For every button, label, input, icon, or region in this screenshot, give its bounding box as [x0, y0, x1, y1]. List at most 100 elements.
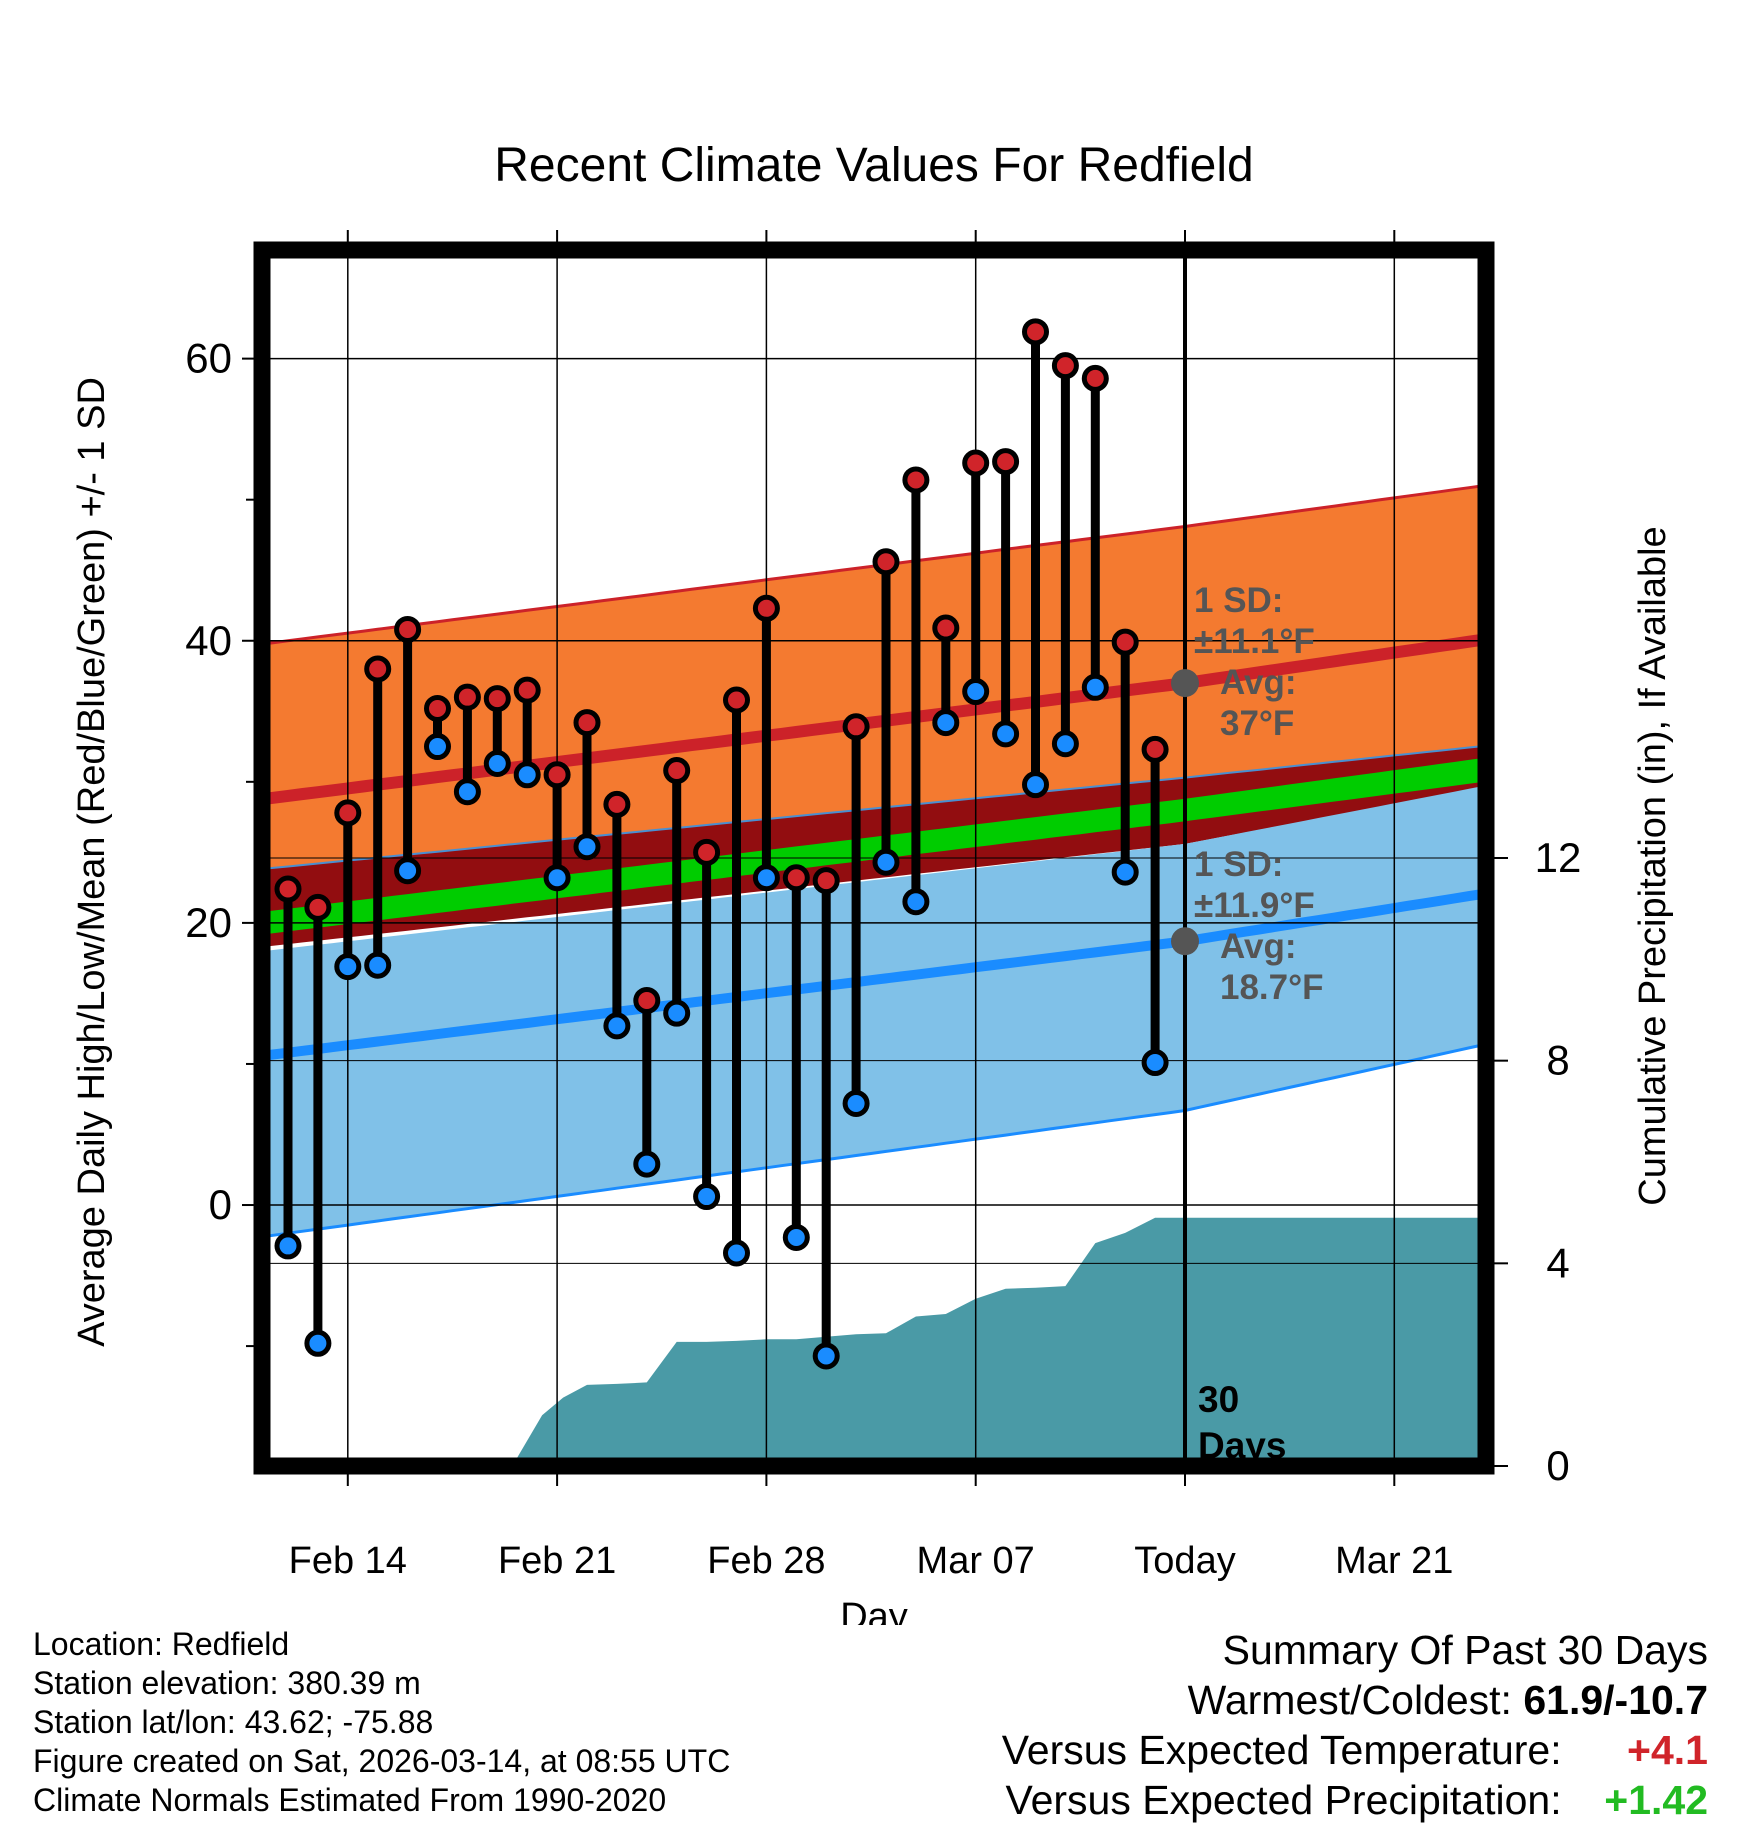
high-point — [603, 790, 631, 818]
daily-values — [274, 318, 1169, 1370]
axes: 30 Days Feb 14 Feb 21 Feb 28 Mar 07 Today Mar 2… — [71, 230, 1674, 1625]
x-tick-label: Mar 21 — [1335, 1540, 1453, 1582]
low-point — [513, 761, 541, 789]
high-point — [543, 761, 571, 789]
normals-text: Climate Normals Estimated From 1990-2020 — [33, 1782, 667, 1818]
low-point — [274, 1232, 302, 1260]
warm-cold-value: 61.9/-10.7 — [1523, 1677, 1708, 1723]
station-info: Location: Redfield Station elevation: 38… — [33, 1625, 730, 1820]
low-avg-marker — [1171, 927, 1199, 956]
high-point — [752, 594, 780, 622]
low-point — [1141, 1049, 1169, 1077]
mean-line-band — [260, 757, 1489, 935]
warm-cold-row: Warmest/Coldest: 61.9/-10.7 — [1002, 1675, 1708, 1725]
high-point — [394, 615, 422, 643]
chart-title: Recent Climate Values For Redfield — [494, 139, 1253, 192]
low-point — [334, 953, 362, 981]
low-point — [962, 678, 990, 706]
low-point — [812, 1342, 840, 1370]
high-point — [573, 709, 601, 737]
high-point — [304, 893, 332, 921]
high-sd-note-line-3: Avg: — [1220, 663, 1296, 702]
high-point — [274, 875, 302, 903]
y-axis-label: Average Daily High/Low/Mean (Red/Blue/Gr… — [71, 377, 113, 1347]
low-lower-line — [260, 1041, 1489, 1239]
high-point — [663, 757, 691, 785]
high-point — [962, 449, 990, 477]
high-point — [364, 655, 392, 683]
low-point — [633, 1150, 661, 1178]
low-point — [453, 778, 481, 806]
latlon-text: Station lat/lon: 43.62; -75.88 — [33, 1704, 434, 1740]
low-point — [424, 733, 451, 761]
low-point — [723, 1239, 750, 1267]
location-text: Location: Redfield — [33, 1626, 290, 1662]
low-sd-note-line-3: Avg: — [1220, 927, 1296, 966]
x-tick-label: Today — [1134, 1540, 1235, 1582]
high-point — [513, 676, 541, 704]
low-point — [543, 864, 571, 892]
warm-cold-label: Warmest/Coldest: — [1187, 1677, 1512, 1723]
high-avg-marker — [1171, 669, 1199, 698]
y-tick-label: 20 — [185, 899, 232, 946]
low-point — [1081, 673, 1109, 701]
high-point — [812, 867, 840, 895]
low-point — [1111, 858, 1139, 886]
y2-tick-label: 8 — [1546, 1037, 1569, 1084]
low-point — [1022, 771, 1049, 799]
y-tick-label: 40 — [185, 617, 232, 664]
high-point — [1081, 364, 1109, 392]
climate-chart: Recent Climate Values For Redfield 1 SD:… — [71, 139, 1674, 1625]
temp-row: Versus Expected Temperature: +4.1 — [1002, 1725, 1708, 1775]
low-sd-note-line-2: ±11.9°F — [1194, 886, 1315, 925]
high-point — [483, 685, 511, 713]
high-lower-line — [260, 744, 1489, 871]
precip-value: +1.42 — [1604, 1777, 1708, 1823]
plot-area — [260, 483, 1489, 1468]
low-point — [872, 848, 900, 876]
low-sd-note-line-1: 1 SD: — [1194, 845, 1283, 884]
y-tick-label: 60 — [185, 335, 232, 382]
precip-area — [512, 1217, 1489, 1468]
high-point — [693, 838, 721, 866]
high-sd-note-line-4: 37°F — [1220, 704, 1294, 743]
high-point — [932, 614, 960, 642]
x-tick-label: Feb 14 — [289, 1540, 407, 1582]
y2-axis-label: Cumulative Precipitation (in), If Availa… — [1632, 526, 1674, 1205]
low-point — [752, 864, 780, 892]
low-point — [603, 1012, 631, 1040]
low-point — [782, 1223, 810, 1251]
low-point — [932, 709, 960, 737]
x-tick-label: Mar 07 — [917, 1540, 1035, 1582]
high-point — [1022, 318, 1049, 346]
temp-value: +4.1 — [1627, 1727, 1708, 1773]
precip-label: Versus Expected Precipitation: — [1005, 1777, 1562, 1823]
y2-tick-label: 4 — [1546, 1239, 1569, 1286]
precip-row: Versus Expected Precipitation: +1.42 — [1002, 1775, 1709, 1825]
low-point — [992, 720, 1020, 748]
high-point — [992, 448, 1020, 476]
elevation-text: Station elevation: 380.39 m — [33, 1665, 421, 1701]
summary-panel: Summary Of Past 30 Days Warmest/Coldest:… — [1002, 1625, 1708, 1825]
low-point — [663, 999, 691, 1027]
y2-tick-label: 12 — [1535, 834, 1582, 881]
low-point — [364, 951, 392, 979]
frame-border — [253, 241, 1495, 1475]
y-tick-label: 0 — [209, 1181, 232, 1228]
low-mean-line — [260, 887, 1489, 1062]
high-point — [723, 686, 750, 714]
x-axis-label: Day — [840, 1596, 908, 1625]
low-point — [394, 857, 422, 885]
high-point — [453, 683, 481, 711]
temp-label: Versus Expected Temperature: — [1001, 1727, 1562, 1773]
plot-frame — [253, 241, 1495, 1475]
x-tick-label: Feb 28 — [707, 1540, 825, 1582]
summary-title: Summary Of Past 30 Days — [1222, 1627, 1708, 1673]
x-tick-label: Feb 21 — [498, 1540, 616, 1582]
high-point — [424, 694, 451, 722]
low-point — [693, 1183, 721, 1211]
created-text: Figure created on Sat, 2026-03-14, at 08… — [33, 1743, 731, 1779]
low-point — [1051, 730, 1079, 758]
low-point — [483, 749, 511, 777]
